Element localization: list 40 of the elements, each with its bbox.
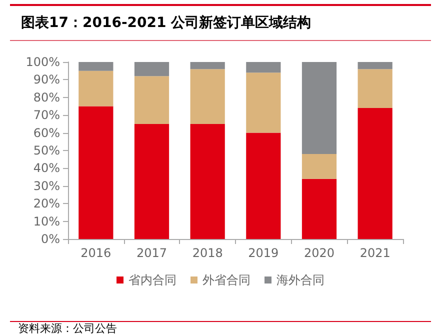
bar <box>134 124 170 239</box>
bar <box>134 62 170 76</box>
y-tick-label: 0% <box>40 232 60 246</box>
legend-label: 外省合同 <box>202 273 250 287</box>
bar <box>246 72 281 133</box>
y-tick-label: 70% <box>33 108 60 122</box>
bar <box>246 132 281 239</box>
bar <box>190 124 225 239</box>
bar <box>190 69 225 124</box>
y-tick-label: 60% <box>33 126 60 140</box>
bar <box>358 62 392 70</box>
legend-label: 省内合同 <box>128 273 176 287</box>
x-tick-label: 2021 <box>360 246 390 260</box>
x-tick-label: 2018 <box>192 246 223 260</box>
bar <box>302 178 337 239</box>
x-tick-label: 2019 <box>248 246 279 260</box>
bar <box>302 62 337 154</box>
y-tick-label: 100% <box>26 55 60 69</box>
x-tick-label: 2020 <box>304 246 335 260</box>
y-tick-label: 90% <box>33 72 60 87</box>
bar <box>78 106 114 239</box>
bar <box>78 70 114 106</box>
bar <box>78 62 114 71</box>
x-tick-label: 2017 <box>136 246 168 260</box>
y-tick-label: 80% <box>33 90 60 104</box>
bar <box>358 69 392 108</box>
chart-title: 图表17：2016-2021 公司新签订单区域结构 <box>21 14 312 31</box>
bar <box>246 62 281 73</box>
bar <box>190 62 225 70</box>
bar <box>358 108 392 239</box>
y-tick-label: 50% <box>33 144 60 158</box>
x-tick-label: 2016 <box>80 246 112 260</box>
y-tick-label: 10% <box>33 214 60 228</box>
bar <box>302 154 337 179</box>
bar <box>134 76 170 124</box>
y-tick-label: 20% <box>33 196 60 211</box>
legend-label: 海外合同 <box>276 273 324 287</box>
y-tick-label: 40% <box>33 161 60 176</box>
y-tick-label: 30% <box>33 178 60 193</box>
text: 资料来源：公司公告 <box>18 322 117 335</box>
